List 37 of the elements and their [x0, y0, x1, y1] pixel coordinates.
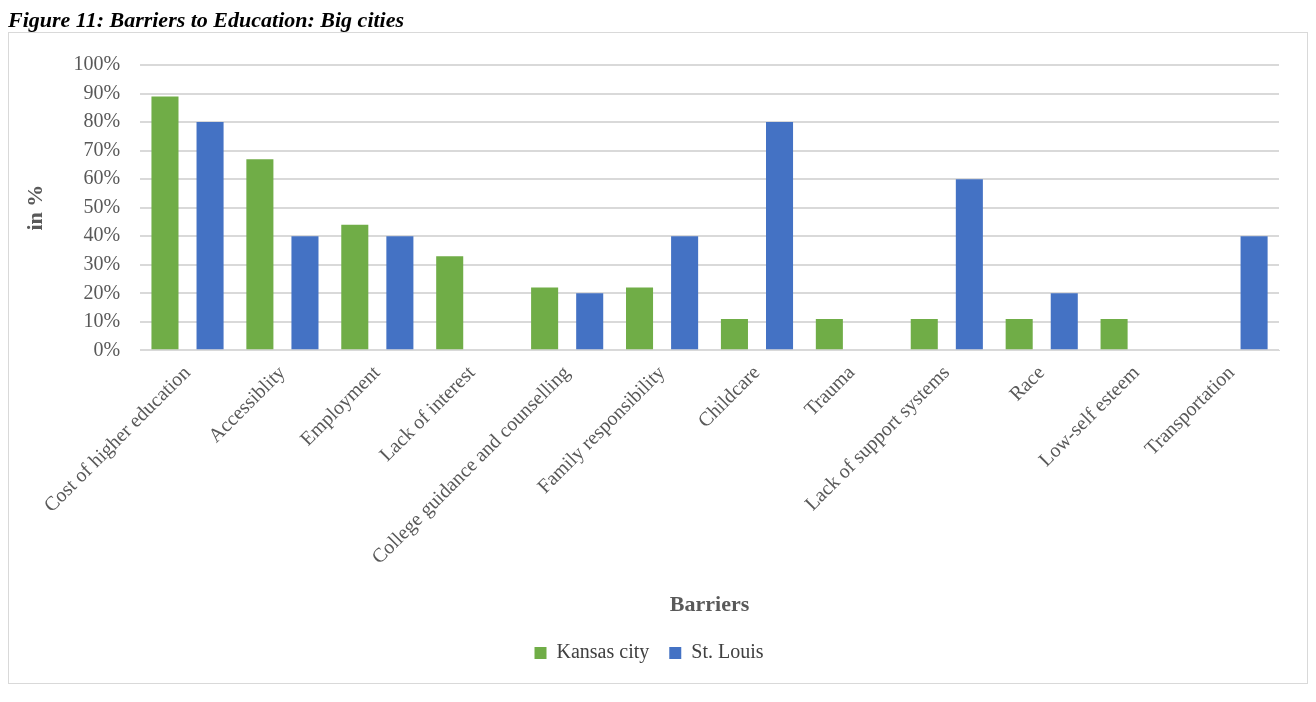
- y-tick-label: 40%: [83, 223, 121, 246]
- bar: [196, 122, 224, 350]
- y-tick-label: 30%: [83, 252, 121, 275]
- chart-title: Figure 11: Barriers to Education: Big cities: [8, 7, 406, 32]
- bar: [151, 96, 179, 350]
- bar: [1050, 293, 1078, 350]
- bar: [626, 287, 654, 350]
- bar: [576, 293, 604, 350]
- bar: [436, 256, 464, 350]
- bar: [1005, 318, 1033, 350]
- y-tick-label: 0%: [93, 337, 121, 360]
- y-axis-title: in %: [21, 184, 47, 231]
- bar: [720, 318, 748, 350]
- bar: [955, 179, 983, 350]
- bar: [386, 236, 414, 350]
- bar: [341, 224, 369, 350]
- bar: [531, 287, 559, 350]
- bar: [766, 122, 794, 350]
- y-tick-label: 50%: [83, 194, 121, 217]
- y-tick-label: 100%: [73, 52, 121, 75]
- x-axis-title: Barriers: [669, 591, 750, 617]
- y-tick-label: 10%: [83, 309, 121, 332]
- x-tick-label: Race: [1004, 360, 1049, 405]
- bar: [910, 318, 938, 350]
- y-tick-label: 90%: [83, 80, 121, 103]
- bar: [671, 236, 699, 350]
- y-tick-label: 80%: [83, 109, 121, 132]
- y-tick-label: 20%: [83, 280, 121, 303]
- legend-label: Kansas city: [556, 640, 650, 664]
- bar: [1100, 318, 1128, 350]
- bar: [815, 318, 843, 350]
- legend-label: St. Louis: [691, 640, 764, 663]
- bar: [291, 236, 319, 350]
- y-tick-label: 70%: [83, 137, 121, 160]
- y-tick-label: 60%: [83, 166, 121, 189]
- bar: [246, 159, 274, 350]
- bar: [1240, 236, 1268, 350]
